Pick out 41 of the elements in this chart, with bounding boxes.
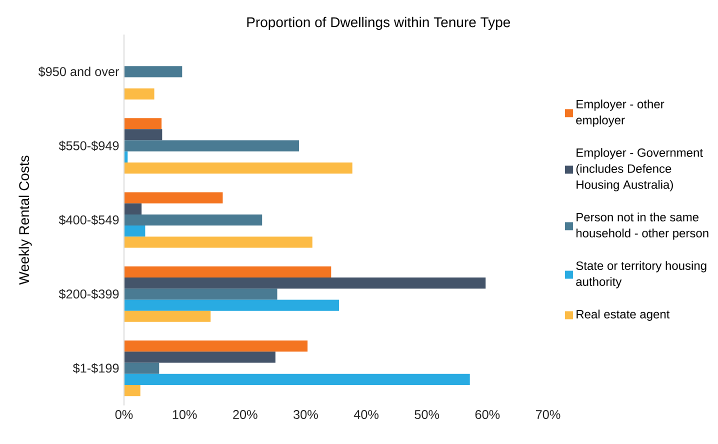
x-tick-label: 20%	[233, 410, 258, 420]
bar	[124, 352, 276, 363]
bar	[124, 118, 162, 130]
bar	[124, 192, 223, 204]
x-tick-label: 70%	[536, 410, 560, 420]
chart-title: Proportion of Dwellings within Tenure Type	[247, 16, 510, 30]
bar	[124, 374, 470, 385]
y-tick-label: $950 and over	[38, 66, 120, 77]
bar	[124, 384, 140, 396]
bar	[124, 236, 312, 248]
bar	[124, 310, 211, 322]
y-tick-label: $550-$949	[58, 140, 119, 151]
bar	[124, 203, 142, 214]
legend-label: Employer - other employer	[576, 100, 664, 127]
bar	[124, 162, 352, 174]
x-tick-label: 60%	[475, 410, 500, 420]
bar	[124, 266, 332, 278]
x-tick-label: 40%	[354, 410, 379, 420]
bar	[124, 226, 146, 237]
legend-label: Real estate agent	[576, 310, 670, 321]
y-tick-label: $400-$549	[58, 214, 119, 226]
x-tick-label: 30%	[294, 410, 318, 420]
y-axis-title: Weekly Rental Costs	[18, 156, 32, 285]
legend-label: Employer - Government (includes Defence Housing Australia)	[576, 148, 703, 192]
legend-label: Person not in the same household - other person	[576, 212, 708, 240]
x-tick-label: 10%	[172, 410, 197, 420]
y-tick-label: $200-$399	[58, 288, 119, 300]
bar	[124, 340, 308, 352]
x-tick-label: 0%	[115, 410, 133, 420]
bar	[124, 88, 154, 100]
bar	[124, 362, 160, 374]
bar	[124, 288, 278, 300]
bar	[124, 300, 340, 311]
bar	[124, 129, 162, 140]
bar	[124, 277, 486, 289]
bar	[124, 66, 182, 78]
legend-label: State or territory housing authority	[576, 261, 706, 288]
x-tick-label: 50%	[414, 410, 440, 420]
y-tick-label: $1-$199	[72, 363, 119, 374]
bar	[124, 214, 262, 226]
bar	[124, 140, 300, 152]
